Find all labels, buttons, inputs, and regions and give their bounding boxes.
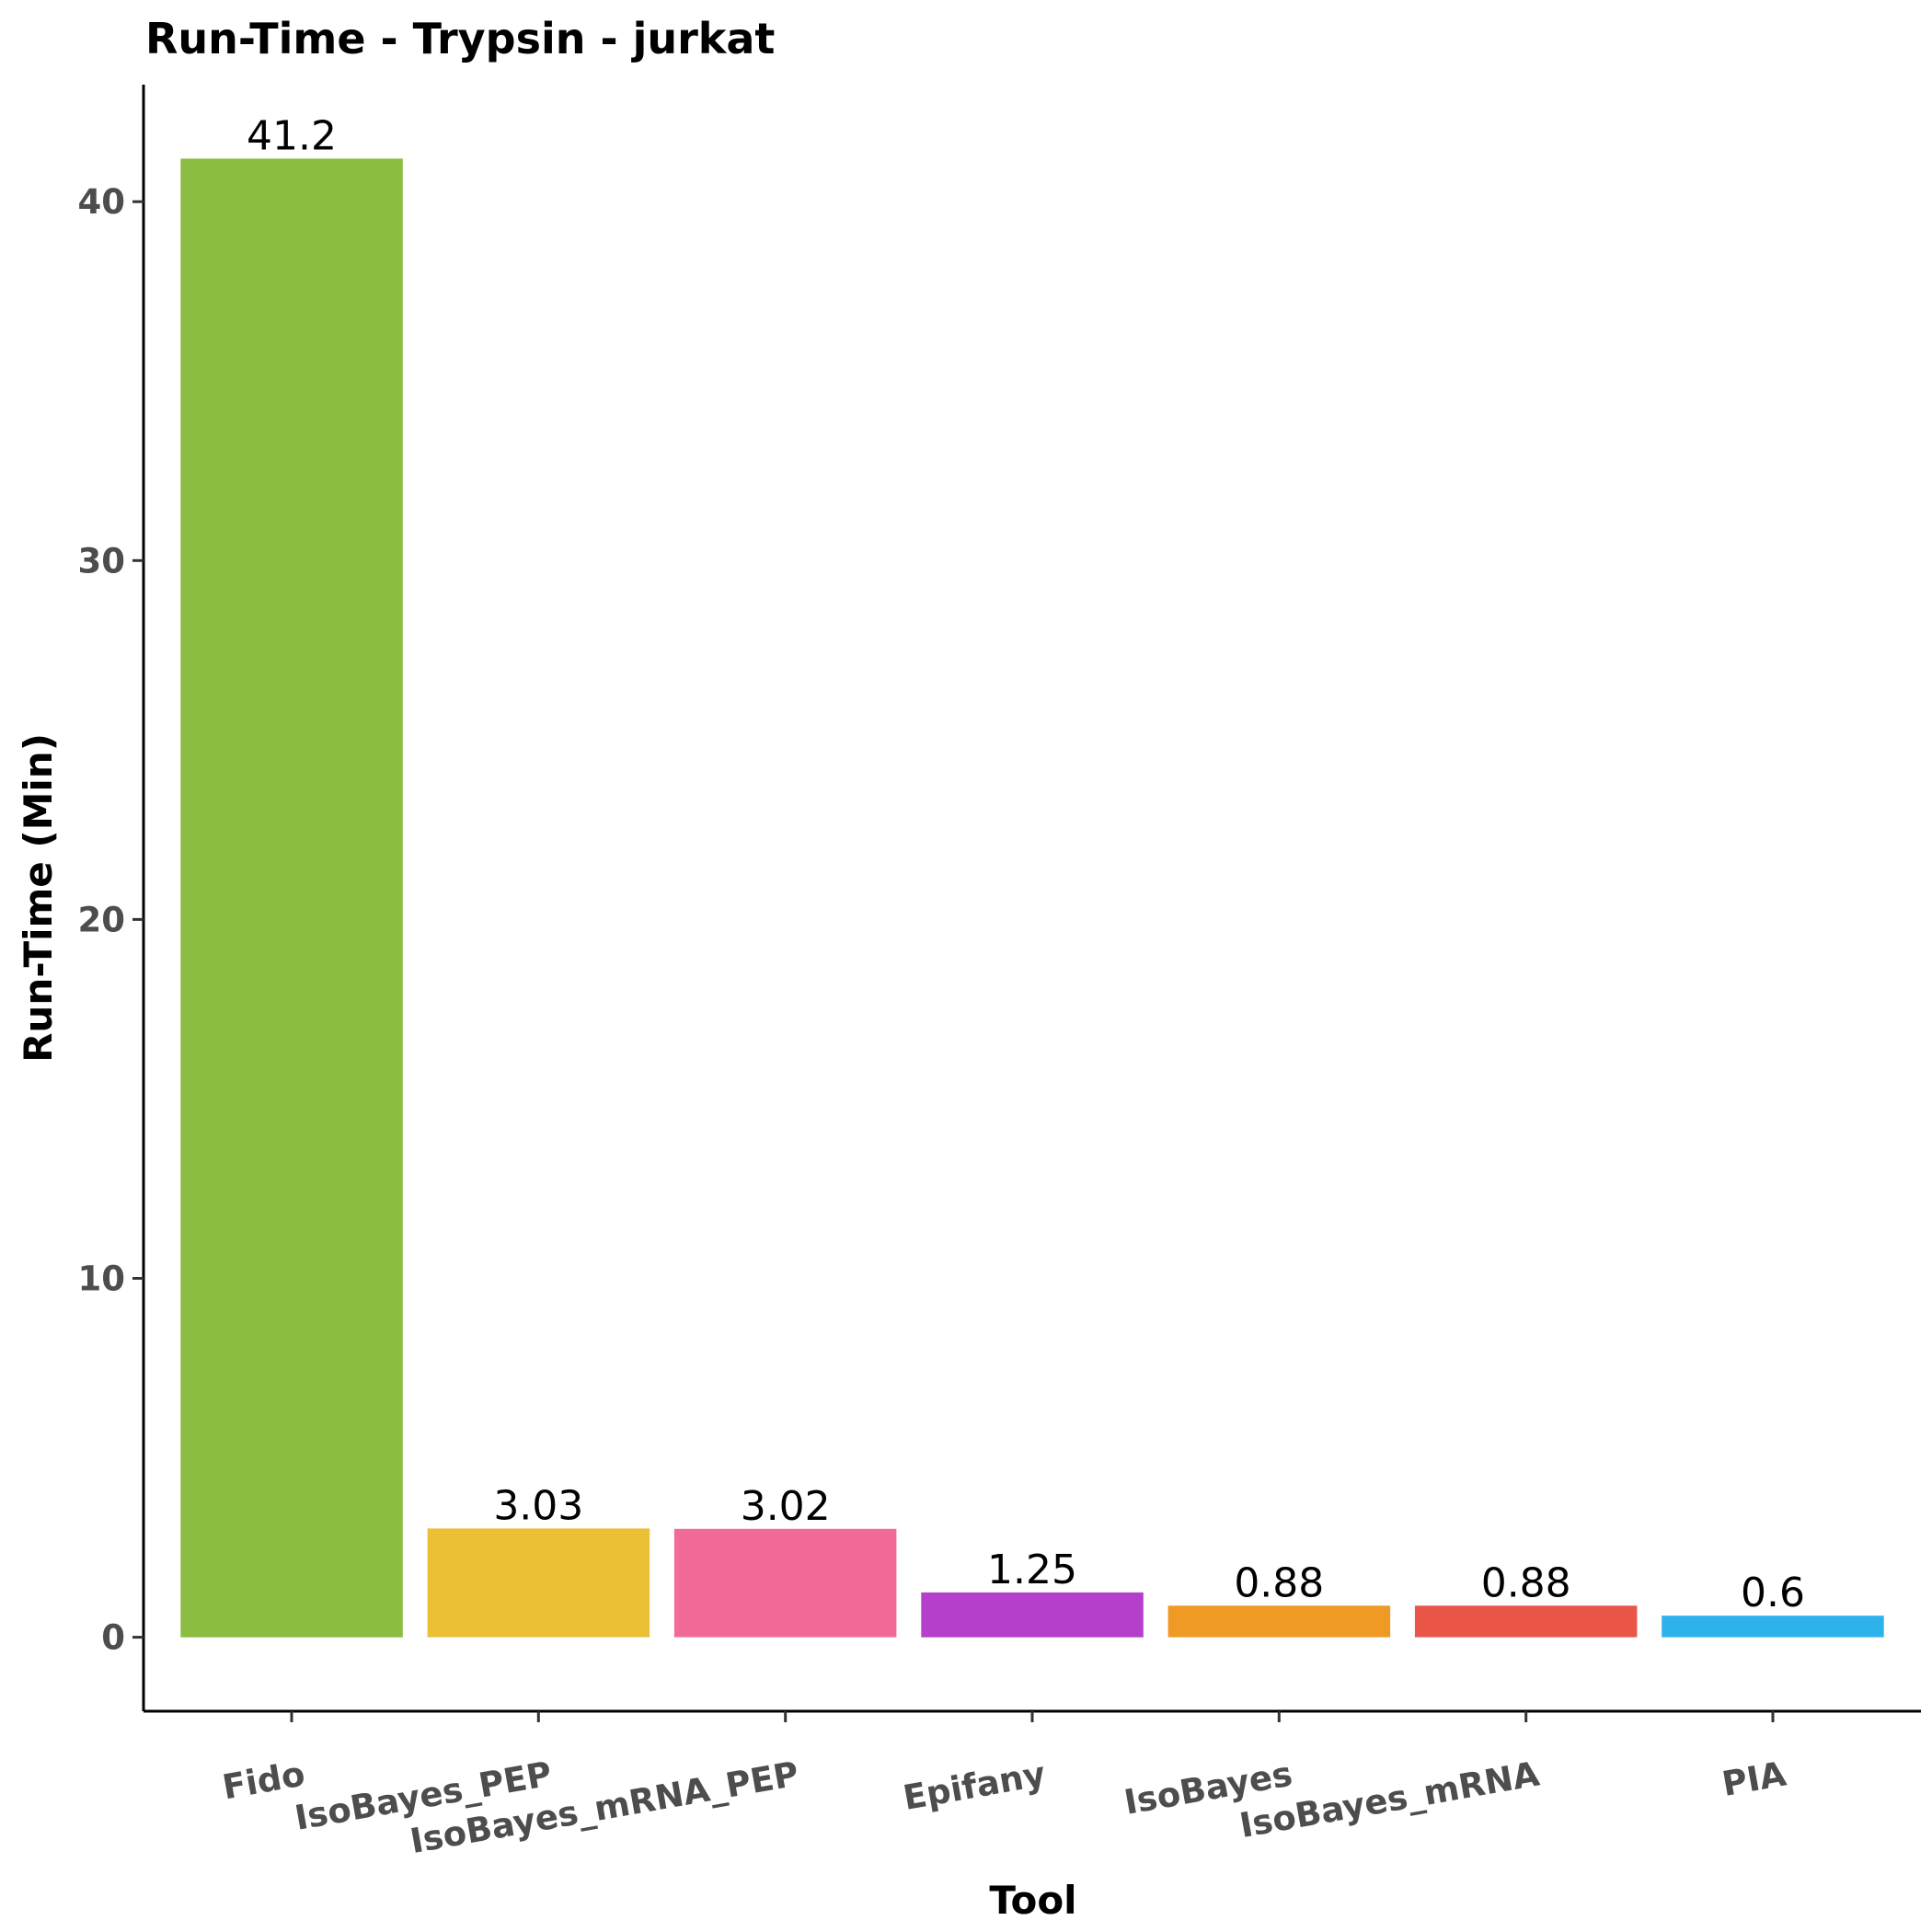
y-ticks-group: 0 10 20 30 40 — [78, 182, 144, 1658]
y-tick-label-20: 20 — [78, 900, 126, 939]
data-label-epifany: 1.25 — [987, 1547, 1077, 1593]
y-axis-title: Run-Time (Min) — [16, 733, 61, 1063]
data-label-isobayes-mrna-pep: 3.02 — [741, 1483, 831, 1530]
data-labels-group: 41.2 3.03 3.02 1.25 0.88 0.88 0.6 — [247, 112, 1805, 1616]
bar-isobayes-mrna-pep — [673, 1528, 897, 1638]
chart-title: Run-Time - Trypsin - jurkat — [145, 14, 775, 63]
y-tick-label-0: 0 — [101, 1618, 125, 1658]
bar-isobayes-pep — [427, 1528, 650, 1638]
bar-isobayes-mrna — [1414, 1605, 1638, 1638]
x-tick-label-pia: PIA — [1719, 1754, 1789, 1803]
bar-fido — [180, 158, 403, 1638]
x-axis-title: Tool — [989, 1878, 1076, 1923]
y-tick-label-30: 30 — [78, 541, 126, 581]
data-label-isobayes-mrna: 0.88 — [1481, 1559, 1571, 1606]
y-tick-label-10: 10 — [78, 1259, 126, 1299]
data-label-isobayes-pep: 3.03 — [493, 1482, 583, 1529]
x-tick-label-epifany: Epifany — [900, 1754, 1048, 1818]
data-label-isobayes: 0.88 — [1234, 1559, 1324, 1606]
bars-group — [180, 158, 1884, 1638]
data-label-pia: 0.6 — [1741, 1570, 1805, 1616]
bar-epifany — [921, 1592, 1144, 1638]
bar-pia — [1662, 1616, 1884, 1638]
y-tick-label-40: 40 — [78, 182, 126, 222]
data-label-fido: 41.2 — [247, 112, 337, 159]
bar-isobayes — [1167, 1605, 1391, 1638]
